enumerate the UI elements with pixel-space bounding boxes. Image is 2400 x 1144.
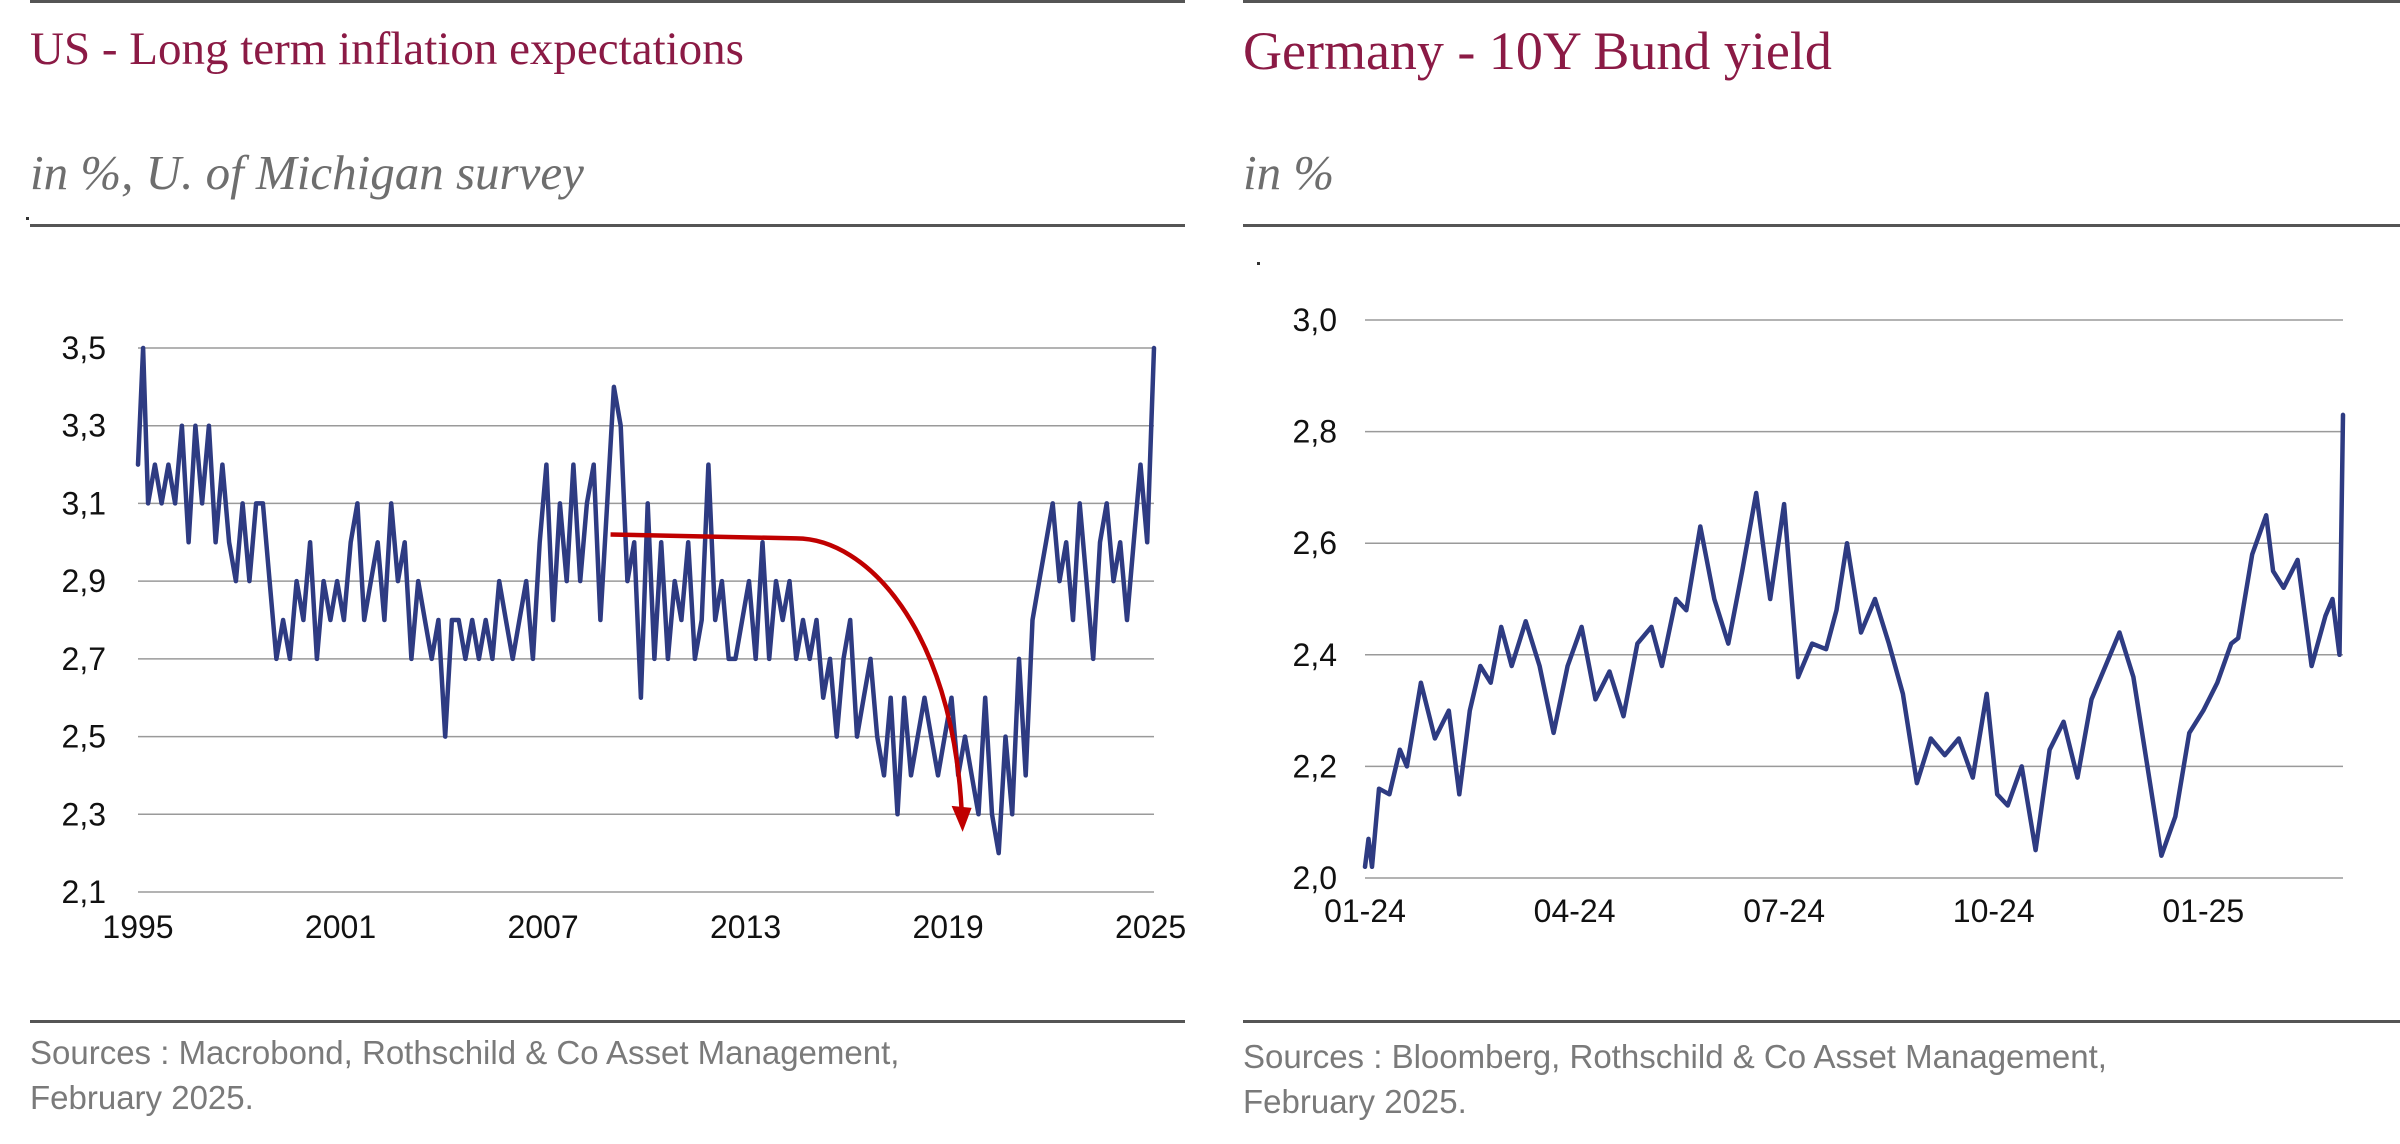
y-tick-label: 2,5 [62, 719, 106, 755]
top-rule [1243, 0, 2400, 3]
source-date: February 2025. [30, 1079, 254, 1116]
x-tick-label: 2001 [305, 909, 376, 945]
y-tick-label: 2,4 [1293, 637, 1337, 673]
y-tick-label: 2,1 [62, 874, 106, 910]
stray-dot [1257, 262, 1260, 265]
chart-title: US - Long term inflation expectations [30, 23, 744, 75]
annotation-arrow-line [610, 532, 964, 810]
y-tick-label: 3,0 [1293, 302, 1337, 338]
top-rule [30, 0, 1185, 3]
source-date: February 2025. [1243, 1083, 1467, 1120]
source-note: Sources : Bloomberg, Rothschild & Co Ass… [1243, 1034, 2393, 1124]
y-tick-label: 2,2 [1293, 748, 1337, 784]
x-tick-label: 10-24 [1953, 893, 2035, 929]
x-tick-label: 2013 [710, 909, 781, 945]
source-line: Sources : Macrobond, Rothschild & Co Ass… [30, 1034, 900, 1071]
y-tick-label: 3,1 [62, 485, 106, 521]
y-tick-label: 2,0 [1293, 860, 1337, 896]
x-tick-label: 2019 [913, 909, 984, 945]
x-tick-label: 07-24 [1743, 893, 1825, 929]
y-tick-label: 2,8 [1293, 414, 1337, 450]
x-tick-label: 1995 [102, 909, 173, 945]
y-tick-label: 2,7 [62, 641, 106, 677]
x-tick-label: 2007 [507, 909, 578, 945]
series-line [1362, 412, 2346, 870]
chart-subtitle: in % [1243, 145, 1335, 200]
chart-subtitle: in %, U. of Michigan survey [30, 145, 584, 200]
x-tick-label: 01-25 [2162, 893, 2244, 929]
header-rule [30, 224, 1185, 227]
source-note: Sources : Macrobond, Rothschild & Co Ass… [30, 1030, 1180, 1120]
y-tick-label: 3,5 [62, 330, 106, 366]
series-line [135, 345, 1157, 856]
footer-rule [30, 1020, 1185, 1023]
y-tick-label: 3,3 [62, 408, 106, 444]
header-rule [1243, 224, 2400, 227]
chart-title: Germany - 10Y Bund yield [1243, 21, 1832, 81]
bund-yield-chart: 3,0 2,8 2,6 2,4 2,2 2,001-24 04-24 07-24 10-24 01… [1293, 302, 2346, 929]
source-line: Sources : Bloomberg, Rothschild & Co Ass… [1243, 1038, 2107, 1075]
x-tick-label: 01-24 [1324, 893, 1406, 929]
x-tick-label: 04-24 [1534, 893, 1616, 929]
x-tick-label: 2025 [1115, 909, 1185, 945]
annotation-arrowhead [951, 805, 972, 832]
right-chart-panel: Germany - 10Y Bund yield in % 3,0 2,8 2,6 2… [1243, 0, 2400, 1144]
left-chart-panel: US - Long term inflation expectations in… [26, 0, 1185, 1144]
footer-rule [1243, 1020, 2400, 1023]
y-tick-label: 2,6 [1293, 525, 1337, 561]
stray-dot [26, 217, 29, 220]
y-tick-label: 2,3 [62, 796, 106, 832]
y-tick-label: 2,9 [62, 563, 106, 599]
